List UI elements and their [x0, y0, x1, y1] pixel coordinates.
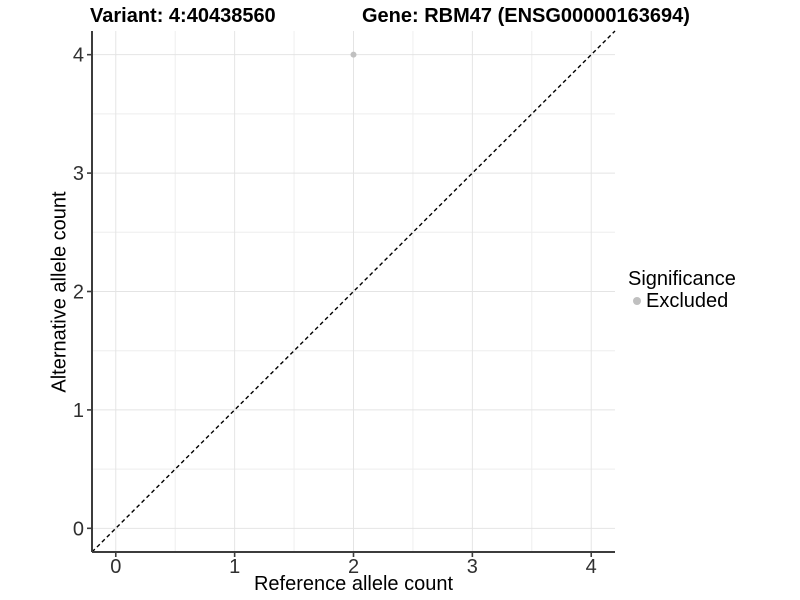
- y-tick-label: 4: [73, 45, 84, 67]
- y-tick-label: 2: [73, 282, 84, 304]
- legend-item-excluded: Excluded: [628, 290, 736, 312]
- data-point-excluded: [350, 51, 357, 58]
- y-tick-label: 1: [73, 400, 84, 422]
- x-tick-label: 2: [348, 556, 359, 578]
- plot-title-variant: Variant: 4:40438560: [90, 5, 276, 27]
- y-tick-label: 0: [73, 518, 84, 540]
- x-axis-title: Reference allele count: [253, 573, 453, 595]
- x-tick-label: 3: [467, 556, 478, 578]
- x-tick-label: 1: [229, 556, 240, 578]
- legend-title: Significance: [628, 268, 736, 290]
- plot-title-gene: Gene: RBM47 (ENSG00000163694): [362, 5, 690, 27]
- legend-item-label: Excluded: [646, 290, 729, 312]
- legend: Significance Excluded: [628, 268, 736, 312]
- x-tick-label: 0: [110, 556, 121, 578]
- x-tick-label: 4: [586, 556, 597, 578]
- y-axis-title: Alternative allele count: [48, 191, 71, 393]
- y-tick-label: 3: [73, 163, 84, 185]
- excluded-point-icon: [633, 297, 641, 305]
